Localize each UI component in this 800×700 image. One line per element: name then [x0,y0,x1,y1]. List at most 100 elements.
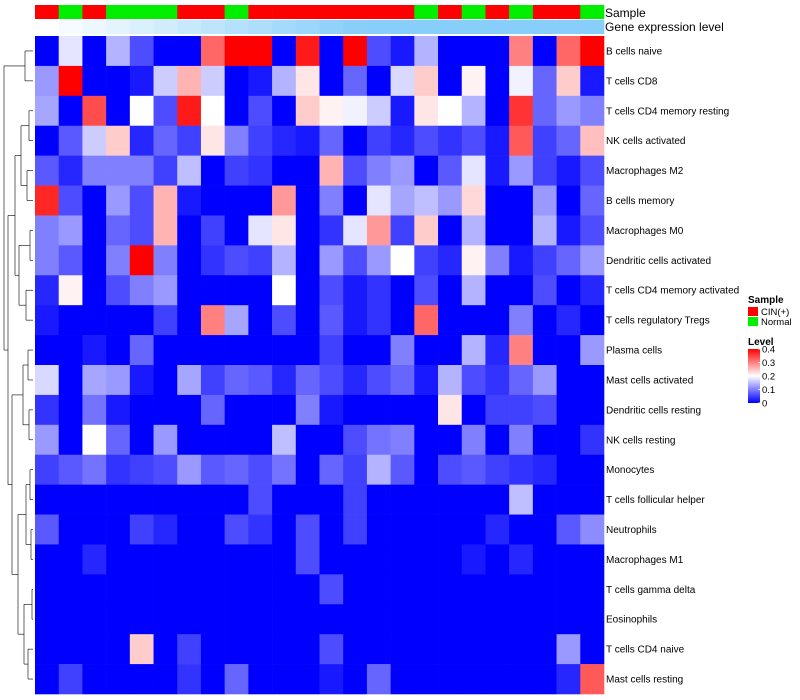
heatmap-cell [106,155,131,186]
heatmap-cell [58,574,83,605]
heatmap-cell [58,484,83,515]
heatmap-cell [366,514,391,545]
heatmap-cell [153,604,178,635]
heatmap-cell [461,424,486,456]
heatmap-cell [153,544,178,575]
heatmap-cell [295,155,320,186]
heatmap-cell [200,514,225,545]
heatmap-cell [153,245,178,276]
heatmap-cell [200,155,225,186]
heatmap-cell [106,454,131,485]
heatmap-cell [556,335,581,366]
heatmap-cell [224,215,249,246]
heatmap-cell [485,155,510,186]
heatmap-cell [438,604,463,635]
heatmap-cell [272,185,297,216]
heatmap-cell [390,95,415,127]
heatmap-cell [129,514,154,545]
heatmap-cell [153,365,178,396]
row-label: Mast cells resting [606,675,683,686]
heatmap-cell [177,484,202,515]
heatmap-cell [58,634,83,665]
heatmap-cell [224,125,249,156]
expression-track-cell [200,20,225,34]
heatmap-cell [509,125,534,156]
heatmap-cell [319,634,344,665]
heatmap-cell [248,185,273,216]
heatmap-cell [343,604,368,635]
row-label: B cells memory [606,196,674,207]
heatmap-cell [224,424,249,456]
heatmap-cell [461,36,486,67]
heatmap-cell [343,664,368,695]
heatmap-cell [509,95,534,127]
sample-track-cell [390,5,415,19]
heatmap-cell [390,424,415,456]
heatmap-cell [82,574,107,605]
heatmap-cell [295,65,320,97]
heatmap-cell [248,604,273,635]
heatmap-cell [153,185,178,216]
heatmap-cell [224,574,249,605]
heatmap-cell [343,454,368,485]
heatmap-cell [366,634,391,665]
heatmap-cell [509,484,534,515]
annotation-tracks [35,5,605,34]
heatmap-cell [461,664,486,695]
heatmap-cell [461,604,486,635]
expression-track-cell [438,20,463,34]
heatmap-cell [82,185,107,216]
heatmap-cell [106,36,131,67]
heatmap-cell [82,484,107,515]
heatmap-cell [58,305,83,336]
heatmap-cell [248,215,273,246]
heatmap-cell [129,634,154,665]
heatmap-cell [414,275,439,306]
heatmap-cell [509,215,534,246]
heatmap-cell [272,65,297,97]
heatmap-cell [485,544,510,575]
heatmap-cell [153,335,178,366]
heatmap-cell [58,394,83,426]
heatmap-cell [272,245,297,276]
heatmap-cell [272,454,297,485]
heatmap-cell [556,664,581,695]
expression-track-cell [319,20,344,34]
heatmap-cell [248,514,273,545]
heatmap-cell [343,65,368,97]
heatmap-cell [366,95,391,127]
expression-track-cell [82,20,107,34]
sample-track-cell [200,5,225,19]
heatmap-cell [35,95,60,127]
heatmap-cell [82,634,107,665]
heatmap-cell [153,305,178,336]
heatmap-cell [295,514,320,545]
heatmap-cell [272,484,297,515]
heatmap-cell [556,95,581,127]
heatmap-cell [366,424,391,456]
heatmap-cell [343,484,368,515]
heatmap-cell [366,664,391,695]
heatmap-cell [295,335,320,366]
expression-track-cell [153,20,178,34]
heatmap-cell [319,664,344,695]
heatmap-cell [58,275,83,306]
heatmap-cell [177,544,202,575]
heatmap-cell [343,95,368,127]
heatmap-cell [82,305,107,336]
heatmap-cell [200,664,225,695]
heatmap-cell [414,36,439,67]
expression-track-label: Gene expression level [605,20,724,34]
heatmap-cell [295,454,320,485]
heatmap-cell [366,604,391,635]
heatmap-cell [366,335,391,366]
legend-entry-label: CIN(+) [761,307,789,318]
heatmap-cell [106,65,131,97]
heatmap-cell [390,574,415,605]
heatmap-cell [58,155,83,186]
row-label: T cells follicular helper [606,495,705,506]
heatmap-cell [532,305,557,336]
heatmap-cell [82,335,107,366]
heatmap-cell [106,245,131,276]
